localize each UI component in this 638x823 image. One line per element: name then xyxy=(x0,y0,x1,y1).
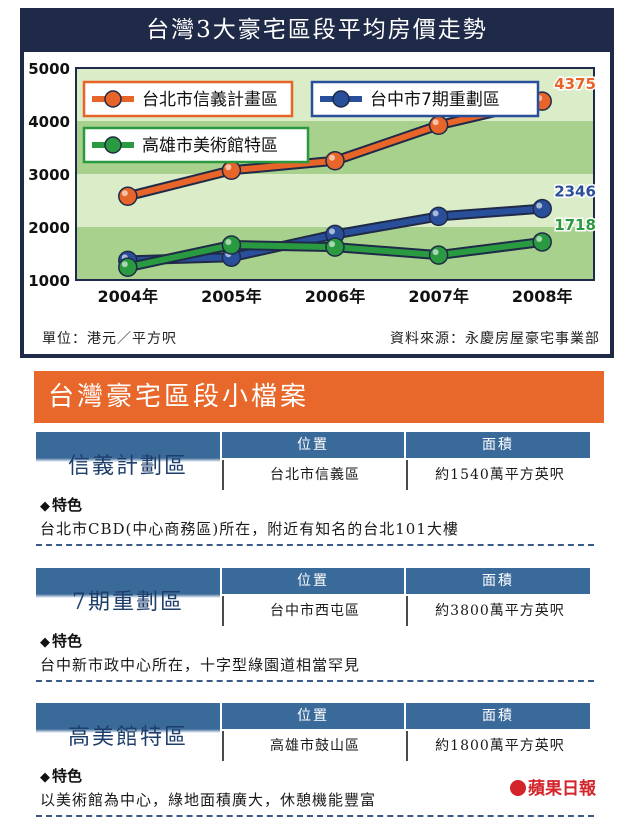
data-label: 4375 xyxy=(554,75,596,93)
y-tick-label: 3000 xyxy=(28,166,70,184)
district-name-box: 高美館特區 xyxy=(36,703,220,761)
district-name-box: 信義計劃區 xyxy=(36,432,220,490)
feature-heading: ◆ 特色 xyxy=(40,494,82,515)
series-point xyxy=(532,198,552,219)
series-point xyxy=(118,257,138,278)
dashed-divider xyxy=(36,815,594,817)
legend-swatch-dot xyxy=(104,136,122,154)
grid-band xyxy=(76,174,594,227)
legend-box xyxy=(82,126,310,164)
area-value: 約1800萬平方英呎 xyxy=(406,731,592,761)
point-highlight xyxy=(225,164,232,171)
point-highlight xyxy=(432,119,439,126)
point-highlight xyxy=(121,261,128,268)
point-highlight xyxy=(121,190,128,197)
legend-label: 台北市信義計畫區 xyxy=(142,90,278,110)
dashed-divider xyxy=(36,680,594,682)
y-tick-label: 2000 xyxy=(28,219,70,237)
source-note: 資料來源：永慶房屋豪宅事業部 xyxy=(390,331,600,347)
y-tick-label: 4000 xyxy=(28,113,70,131)
feature-heading: ◆ 特色 xyxy=(40,630,82,651)
plot-frame xyxy=(75,67,595,281)
series-point xyxy=(325,237,345,257)
series-point xyxy=(428,206,449,227)
point-highlight xyxy=(329,241,335,248)
feature-text: 以美術館為中心，綠地面積廣大，休憩機能豐富 xyxy=(40,791,377,809)
x-tick-label: 2004年 xyxy=(98,287,159,306)
area-header: 面積 xyxy=(406,703,590,729)
feature-label: 特色 xyxy=(52,767,83,785)
point-highlight xyxy=(536,202,543,209)
y-tick-label: 1000 xyxy=(28,272,70,290)
district-name-box: 7期重劃區 xyxy=(36,568,220,626)
series-point xyxy=(221,235,242,255)
area-value: 約1540萬平方英呎 xyxy=(406,460,592,490)
position-header: 位置 xyxy=(222,432,404,458)
chart-panel: 台灣3大豪宅區段平均房價走勢 1000 2000 3000 4000 5000 2004年… xyxy=(20,8,614,358)
position-value: 高雄市鼓山區 xyxy=(222,731,406,761)
position-header: 位置 xyxy=(222,568,404,594)
apple-icon xyxy=(510,780,526,796)
legend-swatch-dot xyxy=(332,90,350,108)
x-tick-label: 2005年 xyxy=(201,287,262,306)
series-point xyxy=(118,186,138,207)
line-chart: 1000 2000 3000 4000 5000 2004年 2005年 2006年 2007年… xyxy=(28,60,597,306)
legend-swatch-dot xyxy=(104,90,122,108)
district-name: 7期重劃區 xyxy=(72,590,184,615)
district-name: 高美館特區 xyxy=(67,725,188,750)
area-header: 面積 xyxy=(406,432,590,458)
legend-label: 高雄市美術館特區 xyxy=(142,136,278,156)
data-label: 1718 xyxy=(554,216,596,234)
unit-note: 單位：港元／平方呎 xyxy=(42,331,177,347)
point-highlight xyxy=(329,228,335,235)
point-highlight xyxy=(329,154,335,161)
diamond-icon: ◆ xyxy=(40,770,50,785)
series-point xyxy=(532,232,552,252)
position-value: 台北市信義區 xyxy=(222,460,406,490)
diamond-icon: ◆ xyxy=(40,635,50,650)
feature-text: 台中新市政中心所在，十字型綠園道相當罕見 xyxy=(40,656,361,674)
district-name: 信義計劃區 xyxy=(67,454,188,479)
point-highlight xyxy=(432,249,439,256)
profile-banner: 台灣豪宅區段小檔案 xyxy=(34,371,604,423)
series-point xyxy=(325,151,345,171)
data-label: 2346 xyxy=(554,183,596,201)
feature-text: 台北市CBD(中心商務區)所在，附近有知名的台北101大樓 xyxy=(40,520,459,538)
feature-label: 特色 xyxy=(52,632,83,650)
chart-body: 1000 2000 3000 4000 5000 2004年 2005年 2006年 2007年… xyxy=(24,52,610,354)
area-header: 面積 xyxy=(406,568,590,594)
area-value: 約3800萬平方英呎 xyxy=(406,596,592,626)
point-highlight xyxy=(432,210,439,217)
y-tick-label: 5000 xyxy=(28,60,70,78)
x-tick-label: 2007年 xyxy=(408,287,469,306)
point-highlight xyxy=(536,235,543,242)
x-tick-label: 2008年 xyxy=(512,287,573,306)
series-point xyxy=(428,115,449,135)
x-tick-label: 2006年 xyxy=(305,287,366,306)
legend-label: 台中市7期重劃區 xyxy=(370,90,500,110)
chart-title: 台灣3大豪宅區段平均房價走勢 xyxy=(146,17,488,43)
dashed-divider xyxy=(36,544,594,546)
series-point xyxy=(221,160,242,181)
newspaper-logo: 蘋果日報 xyxy=(510,778,622,800)
diamond-icon: ◆ xyxy=(40,499,50,514)
position-header: 位置 xyxy=(222,703,404,729)
logo-text: 蘋果日報 xyxy=(528,779,596,799)
point-highlight xyxy=(225,239,232,246)
feature-heading: ◆ 特色 xyxy=(40,765,82,786)
feature-label: 特色 xyxy=(52,496,83,514)
series-point xyxy=(428,245,449,265)
position-value: 台中市西屯區 xyxy=(222,596,406,626)
